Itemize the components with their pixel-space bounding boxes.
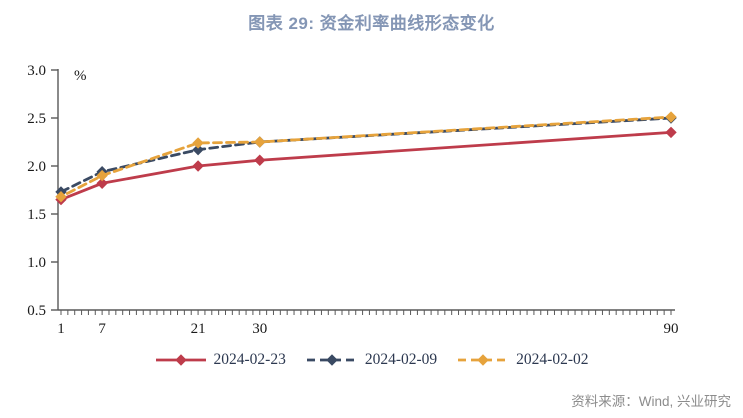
series-2024-02-23 — [55, 126, 677, 206]
legend-item: 2024-02-02 — [457, 351, 588, 369]
data-point-marker — [96, 169, 108, 182]
legend-marker — [174, 354, 187, 366]
x-tick-label: 1 — [57, 321, 65, 337]
x-tick-label: 90 — [664, 321, 679, 337]
data-point-marker — [192, 160, 204, 172]
legend-label: 2024-02-09 — [364, 351, 438, 368]
legend-item: 2024-02-09 — [306, 351, 437, 369]
y-tick-label: 0.5 — [27, 303, 46, 319]
legend-label: 2024-02-23 — [213, 351, 286, 368]
legend-swatch-dashed-line — [306, 354, 357, 366]
legend-marker — [477, 354, 489, 366]
legend-label: 2024-02-02 — [516, 351, 589, 368]
y-axis-unit-label: % — [74, 68, 87, 84]
legend-swatch-solid-line — [155, 354, 206, 366]
chart-svg: 3.0 2.5 2.0 1.5 1.0 0.5% 1 7 21 30 90 — [27, 63, 679, 337]
data-point-marker — [665, 126, 677, 139]
data-point-marker — [665, 111, 677, 123]
y-tick-label: 2.0 — [27, 159, 46, 175]
data-point-marker — [55, 191, 67, 203]
x-tick-label: 7 — [98, 321, 106, 337]
series-line — [59, 130, 673, 202]
x-tick-label: 30 — [252, 321, 267, 337]
x-tick-label: 21 — [191, 321, 206, 337]
data-point-marker — [254, 136, 266, 148]
y-tick-label: 3.0 — [27, 63, 46, 79]
legend-swatch-dashed-line — [458, 354, 509, 366]
data-point-marker — [254, 154, 266, 166]
data-point-marker — [192, 137, 204, 149]
legend-item: 2024-02-23 — [155, 351, 286, 369]
data-point-marker — [96, 177, 108, 189]
series-2024-02-09 — [55, 112, 677, 198]
y-tick-label: 1.0 — [27, 255, 46, 271]
data-point-marker — [192, 143, 204, 156]
source-attribution: 资料来源：Wind, 兴业研究 — [571, 394, 731, 409]
y-tick-label: 1.5 — [27, 207, 46, 223]
series-2024-02-02 — [55, 111, 677, 203]
y-tick-label: 2.5 — [27, 111, 46, 127]
chart-title: 图表 29: 资金利率曲线形态变化 — [248, 14, 495, 33]
series-line — [59, 115, 673, 199]
series-line — [59, 116, 673, 194]
chart-legend: 2024-02-23 2024-02-09 2024-02-02 — [0, 351, 743, 369]
legend-marker — [326, 354, 338, 366]
